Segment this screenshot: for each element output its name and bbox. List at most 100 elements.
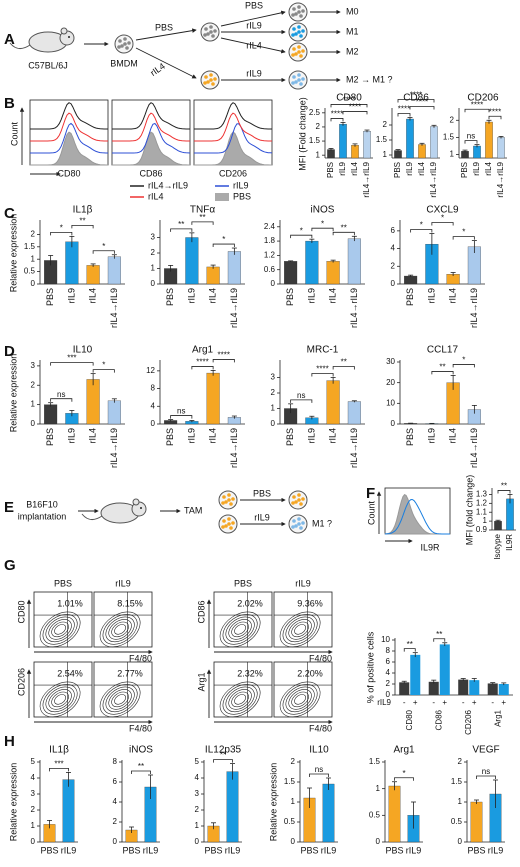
x-tick-label: PBS [40, 845, 58, 855]
significance-bracket [431, 222, 454, 226]
cell-label: BMDM [110, 58, 138, 68]
bar [487, 683, 498, 695]
cell [209, 73, 213, 77]
x-tick-label: rIL4→rIL9 [429, 161, 438, 197]
x-tick-label: rIL4 [328, 428, 338, 444]
bar [86, 265, 100, 285]
significance-label: ** [79, 216, 85, 225]
y-tick-label: 1.5 [284, 777, 296, 786]
x-tick-label: Arg1 [493, 709, 502, 726]
chart-title: CXCL9 [426, 205, 459, 216]
y-tick-label: 0.9 [476, 525, 488, 534]
x-tick-label: PBS [45, 288, 55, 306]
cell [297, 522, 301, 526]
y-tick-label: 2 [151, 248, 156, 257]
bar [322, 783, 335, 843]
cell [231, 521, 235, 525]
contour-ring [228, 689, 252, 710]
y-tick-label: 3 [151, 233, 156, 242]
x-tick-label: rIL4→rIL9 [469, 288, 479, 328]
significance-label: ns [315, 765, 323, 774]
bar [439, 644, 450, 695]
chart-title: IL1β [73, 205, 93, 216]
significance-label: ** [138, 762, 144, 771]
significance-label: * [402, 769, 405, 778]
branch-label: rIL4 [148, 61, 166, 78]
contour-ring [108, 619, 132, 640]
x-tick-label: rIL9 [406, 845, 422, 855]
x-tick-label: rIL9 [306, 288, 316, 304]
x-tick-label: rIL4 [448, 288, 458, 304]
arrow [220, 10, 286, 27]
y-tick-label: 2 [386, 679, 391, 688]
x-tick-label: rIL4→rIL9 [349, 428, 359, 468]
bar [497, 137, 505, 159]
significance-bracket [212, 359, 235, 363]
y-tick-label: 6 [386, 657, 391, 666]
significance-bracket [213, 759, 233, 763]
significance-bracket [431, 371, 454, 375]
x-tick-label: IL9R [505, 534, 514, 551]
x-tick-label: PBS [204, 845, 222, 855]
significance-bracket [311, 227, 334, 232]
cell [204, 75, 208, 79]
y-tick-label: 0 [386, 690, 391, 699]
y-axis-label: % of positive cells [365, 631, 375, 703]
y-tick-label: 1.5 [369, 757, 381, 766]
contour-ring [234, 624, 246, 635]
bar [418, 144, 426, 159]
histogram-trace [194, 131, 272, 166]
significance-label: **** [316, 365, 328, 374]
x-tick-label: rIL4→rIL9 [496, 161, 505, 197]
contour-ring [288, 689, 312, 710]
x-tick-label: PBS [285, 288, 295, 306]
contour-x-label: F4/80 [309, 723, 332, 733]
y-tick-label: 1.5 [443, 133, 455, 142]
percentage-label: 2.20% [297, 668, 323, 678]
significance-label: ** [439, 363, 445, 372]
contour-x-label: F4/80 [129, 653, 152, 663]
y-tick-label: 10 [386, 398, 395, 407]
series-label: - [403, 698, 406, 707]
x-tick-label: rIL9 [488, 845, 504, 855]
histogram-trace [30, 112, 108, 142]
chart-title: MRC-1 [307, 345, 339, 356]
significance-label: ns [57, 390, 65, 399]
histogram-trace [194, 102, 272, 130]
y-tick-label: 1.1 [476, 507, 488, 516]
significance-label: **** [416, 98, 428, 107]
y-tick-label: 1.8 [264, 236, 276, 245]
y-tick-label: 8 [386, 646, 391, 655]
y-tick-label: 1 [376, 784, 381, 793]
y-tick-label: 0 [151, 279, 156, 288]
significance-label: *** [67, 354, 76, 363]
contour-ring [285, 616, 315, 643]
arrow [135, 28, 197, 41]
cell [203, 33, 207, 37]
y-tick-label: 2.4 [264, 222, 276, 231]
panel-letter: B [4, 95, 15, 112]
y-tick-label: 4 [113, 797, 118, 806]
bar [399, 682, 410, 695]
y-tick-label: 0 [391, 419, 396, 428]
cell [206, 32, 210, 36]
significance-bracket [464, 108, 490, 113]
cell [299, 502, 303, 506]
cell [292, 47, 296, 51]
cell [294, 52, 298, 56]
cell [227, 522, 231, 526]
y-tick-label: 1 [291, 797, 296, 806]
y-tick-label: 0 [271, 419, 276, 428]
chart-title: CD86 [403, 93, 429, 104]
x-tick-label: rIL9 [338, 161, 347, 175]
contour-ring [45, 686, 75, 713]
cell [209, 30, 213, 34]
significance-bracket [50, 231, 73, 236]
contour-ring [288, 619, 312, 640]
bar [351, 145, 359, 159]
cell [301, 49, 305, 53]
cell [209, 25, 213, 29]
x-tick-label: PBS [285, 428, 295, 446]
x-tick-label: rIL9 [426, 428, 436, 444]
y-axis-label: Relative expression [8, 763, 18, 842]
